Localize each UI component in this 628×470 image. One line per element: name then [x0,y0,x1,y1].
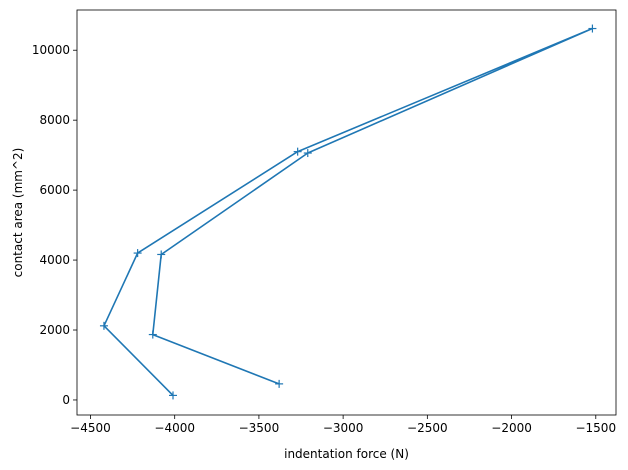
data-point-marker [148,330,157,339]
y-tick-label: 8000 [39,113,70,127]
y-tick-label: 4000 [39,253,70,267]
data-point-marker [275,379,284,388]
data-point-marker [303,149,312,158]
series-layer [99,24,597,400]
series-line [103,27,594,396]
data-point-marker [99,321,108,330]
x-axis-ticks: −4500 −4000 −3500 −3000 −2500 −2000 −1500 [70,415,616,435]
x-tick-label: −1500 [575,421,616,435]
data-point-marker [157,250,166,259]
x-tick-label: −3500 [239,421,280,435]
data-point-marker [169,391,178,400]
y-tick-label: 2000 [39,323,70,337]
y-axis-label: contact area (mm^2) [11,148,25,278]
data-point-marker [293,147,302,156]
x-axis-label: indentation force (N) [284,447,409,461]
data-point-marker [588,24,597,33]
x-tick-label: −2000 [491,421,532,435]
plot-frame [76,9,617,416]
x-tick-label: −4500 [70,421,111,435]
x-tick-label: −3000 [323,421,364,435]
y-tick-label: 10000 [32,43,70,57]
x-tick-label: −2500 [407,421,448,435]
y-axis-ticks: 0 2000 4000 6000 8000 10000 [32,43,77,407]
data-point-marker [133,249,142,258]
x-tick-label: −4000 [154,421,195,435]
y-tick-label: 6000 [39,183,70,197]
y-tick-label: 0 [62,393,70,407]
